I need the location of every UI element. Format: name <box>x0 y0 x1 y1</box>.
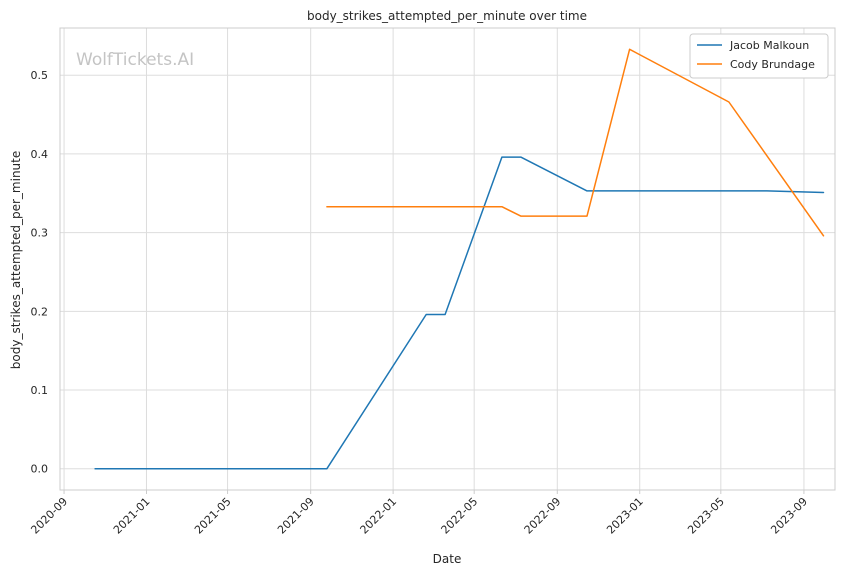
grid <box>60 28 835 490</box>
x-tick-label: 2022-05 <box>439 495 481 537</box>
plot-frame <box>59 27 836 491</box>
y-tick-label: 0.4 <box>31 148 49 161</box>
x-tick-label: 2021-05 <box>192 495 234 537</box>
x-tick-label: 2023-09 <box>768 495 810 537</box>
x-tick-label: 2022-09 <box>522 495 564 537</box>
plot-area <box>60 28 835 490</box>
series-lines <box>94 48 825 470</box>
legend-label-jacob-malkoun: Jacob Malkoun <box>729 39 809 52</box>
chart-title: body_strikes_attempted_per_minute over t… <box>307 9 587 23</box>
y-tick-label: 0.1 <box>31 384 49 397</box>
y-tick-label: 0.3 <box>31 227 49 240</box>
series-line-jacob-malkoun <box>94 156 825 470</box>
watermark: WolfTickets.AI <box>76 50 194 70</box>
legend-label-cody-brundage: Cody Brundage <box>730 58 815 71</box>
y-tick-label: 0.2 <box>31 305 49 318</box>
x-tick-label: 2020-09 <box>28 495 70 537</box>
y-tick-label: 0.0 <box>31 463 49 476</box>
x-tick-label: 2023-01 <box>604 495 646 537</box>
x-tick-label: 2021-09 <box>275 495 317 537</box>
legend: Jacob Malkoun Cody Brundage <box>689 33 829 79</box>
y-axis-title: body_strikes_attempted_per_minute <box>9 151 23 369</box>
x-tick-label: 2023-05 <box>685 495 727 537</box>
x-axis-title: Date <box>433 552 462 566</box>
y-tick-label: 0.5 <box>31 69 49 82</box>
x-tick-label: 2022-01 <box>358 495 400 537</box>
legend-box <box>689 33 829 79</box>
series-line-cody-brundage <box>326 48 825 237</box>
x-tick-label: 2021-01 <box>111 495 153 537</box>
